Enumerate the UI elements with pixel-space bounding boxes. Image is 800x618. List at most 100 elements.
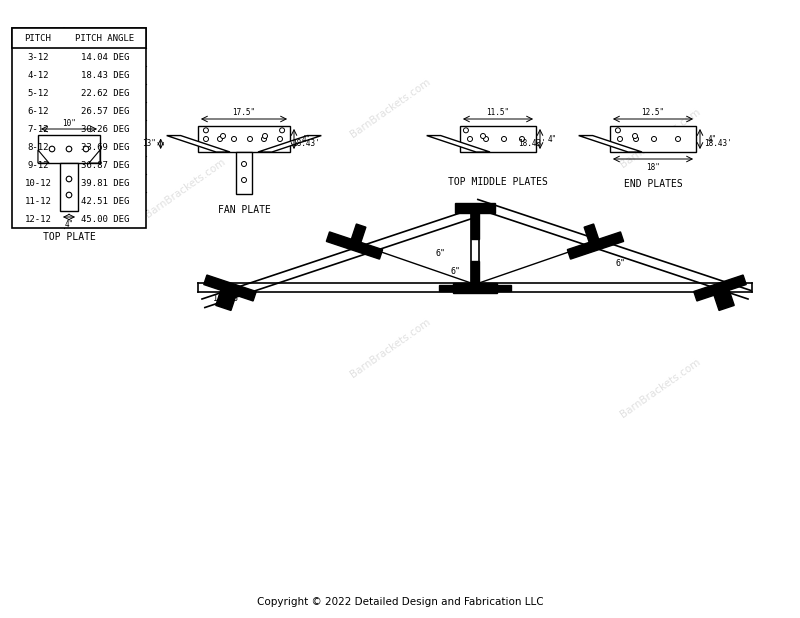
- Text: Copyright © 2022 Detailed Design and Fabrication LLC: Copyright © 2022 Detailed Design and Fab…: [257, 597, 543, 607]
- Text: 18.43 DEG: 18.43 DEG: [81, 70, 129, 80]
- Circle shape: [203, 137, 209, 142]
- Circle shape: [463, 128, 469, 133]
- Circle shape: [634, 137, 638, 142]
- Text: 4": 4": [64, 219, 74, 229]
- Text: 11.5": 11.5": [486, 108, 510, 117]
- Polygon shape: [455, 203, 495, 213]
- Text: 5-12: 5-12: [27, 88, 49, 98]
- Circle shape: [675, 137, 681, 142]
- Text: 30.26 DEG: 30.26 DEG: [81, 124, 129, 133]
- Bar: [460, 126, 536, 152]
- Circle shape: [231, 137, 237, 142]
- Text: 39.81 DEG: 39.81 DEG: [81, 179, 129, 187]
- Bar: [38, 135, 100, 163]
- Polygon shape: [166, 135, 230, 152]
- Circle shape: [651, 137, 657, 142]
- Polygon shape: [567, 232, 624, 259]
- Circle shape: [262, 133, 267, 138]
- Text: 4-12: 4-12: [27, 70, 49, 80]
- Text: 17.5": 17.5": [233, 108, 255, 117]
- Bar: [198, 126, 290, 152]
- Bar: [12, 28, 146, 228]
- Text: 18.43': 18.43': [518, 139, 546, 148]
- Text: BarnBrackets.com: BarnBrackets.com: [618, 357, 702, 420]
- Bar: [610, 126, 696, 152]
- Circle shape: [83, 146, 89, 152]
- Circle shape: [481, 133, 486, 138]
- Text: 8-12: 8-12: [27, 143, 49, 151]
- Text: 18.43': 18.43': [292, 139, 320, 148]
- Bar: [236, 152, 252, 194]
- Text: 26.57 DEG: 26.57 DEG: [81, 106, 129, 116]
- Polygon shape: [439, 285, 453, 291]
- Text: 12-12: 12-12: [25, 214, 51, 224]
- Bar: [12, 28, 146, 48]
- Circle shape: [50, 146, 55, 152]
- Text: 22.62 DEG: 22.62 DEG: [81, 88, 129, 98]
- Circle shape: [519, 137, 525, 142]
- Polygon shape: [89, 150, 100, 163]
- Circle shape: [262, 137, 266, 142]
- Circle shape: [483, 137, 489, 142]
- Text: BarnBrackets.com: BarnBrackets.com: [618, 106, 702, 169]
- Polygon shape: [38, 150, 49, 163]
- Circle shape: [502, 137, 506, 142]
- Circle shape: [618, 137, 622, 142]
- Text: TOP PLATE: TOP PLATE: [42, 232, 95, 242]
- Text: PITCH ANGLE: PITCH ANGLE: [75, 33, 134, 43]
- Text: 36.87 DEG: 36.87 DEG: [81, 161, 129, 169]
- Polygon shape: [351, 224, 366, 242]
- Circle shape: [221, 133, 226, 138]
- Text: BarnBrackets.com: BarnBrackets.com: [348, 77, 432, 140]
- Text: BarnBrackets.com: BarnBrackets.com: [143, 156, 227, 219]
- Circle shape: [66, 146, 72, 152]
- Text: 45.00 DEG: 45.00 DEG: [81, 214, 129, 224]
- Text: 14.04 DEG: 14.04 DEG: [81, 53, 129, 62]
- Text: 33.69 DEG: 33.69 DEG: [81, 143, 129, 151]
- Text: 6": 6": [450, 266, 460, 276]
- Text: 6": 6": [435, 248, 445, 258]
- Circle shape: [279, 128, 285, 133]
- Text: 11-12: 11-12: [25, 197, 51, 206]
- Text: 7-12: 7-12: [27, 124, 49, 133]
- Circle shape: [615, 128, 621, 133]
- Polygon shape: [258, 135, 322, 152]
- Circle shape: [278, 137, 282, 142]
- Text: 10": 10": [62, 119, 76, 127]
- Text: PITCH: PITCH: [25, 33, 51, 43]
- Polygon shape: [204, 275, 256, 301]
- Text: 4": 4": [302, 135, 310, 143]
- Circle shape: [66, 176, 72, 182]
- Text: TOP MIDDLE PLATES: TOP MIDDLE PLATES: [448, 177, 548, 187]
- Text: 3-12: 3-12: [27, 53, 49, 62]
- Circle shape: [467, 137, 473, 142]
- Polygon shape: [471, 213, 479, 239]
- Text: 6": 6": [615, 258, 625, 268]
- Text: 18.43': 18.43': [704, 139, 732, 148]
- Polygon shape: [326, 232, 382, 259]
- Circle shape: [218, 137, 222, 142]
- Polygon shape: [471, 261, 479, 283]
- Circle shape: [242, 161, 246, 166]
- Circle shape: [633, 133, 638, 138]
- Text: END PLATES: END PLATES: [624, 179, 682, 190]
- Text: 12.5": 12.5": [642, 108, 665, 117]
- Text: 9-12: 9-12: [27, 161, 49, 169]
- Polygon shape: [453, 283, 497, 293]
- Bar: [60, 163, 78, 211]
- Text: 18": 18": [646, 163, 660, 172]
- Circle shape: [203, 128, 209, 133]
- Polygon shape: [497, 285, 511, 291]
- Polygon shape: [694, 275, 746, 301]
- Text: 18.43': 18.43': [213, 294, 243, 302]
- Text: 10-12: 10-12: [25, 179, 51, 187]
- Text: FAN PLATE: FAN PLATE: [218, 205, 270, 215]
- Text: BarnBrackets.com: BarnBrackets.com: [348, 316, 432, 379]
- Text: 42.51 DEG: 42.51 DEG: [81, 197, 129, 206]
- Circle shape: [247, 137, 253, 142]
- Circle shape: [242, 177, 246, 182]
- Circle shape: [66, 192, 72, 198]
- Polygon shape: [216, 290, 236, 310]
- Text: 4": 4": [547, 135, 557, 143]
- Text: 13": 13": [142, 139, 156, 148]
